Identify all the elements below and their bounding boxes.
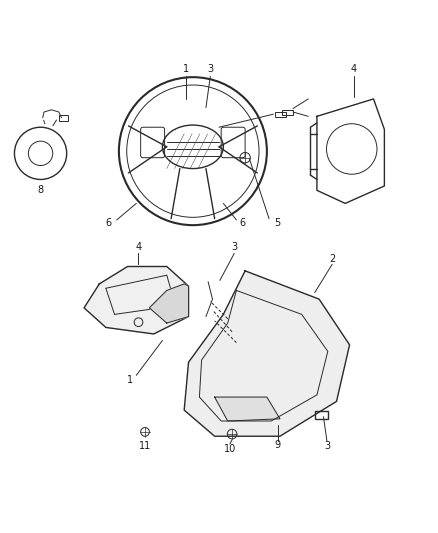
Text: 9: 9 bbox=[275, 440, 281, 450]
Text: 6: 6 bbox=[240, 218, 246, 228]
Polygon shape bbox=[184, 271, 350, 436]
Text: 5: 5 bbox=[275, 218, 281, 228]
Text: 10: 10 bbox=[224, 445, 236, 454]
Text: 3: 3 bbox=[231, 242, 237, 252]
Text: 1: 1 bbox=[183, 64, 189, 74]
Polygon shape bbox=[149, 284, 188, 323]
Polygon shape bbox=[84, 266, 188, 334]
Text: 1: 1 bbox=[127, 375, 133, 385]
Text: 6: 6 bbox=[105, 218, 111, 228]
Text: 4: 4 bbox=[135, 242, 141, 252]
Text: 4: 4 bbox=[351, 64, 357, 74]
Text: 2: 2 bbox=[329, 254, 335, 264]
Text: 11: 11 bbox=[139, 441, 151, 451]
Text: 3: 3 bbox=[325, 441, 331, 451]
Text: 8: 8 bbox=[38, 185, 44, 195]
Polygon shape bbox=[215, 397, 280, 421]
Text: 3: 3 bbox=[207, 64, 213, 74]
